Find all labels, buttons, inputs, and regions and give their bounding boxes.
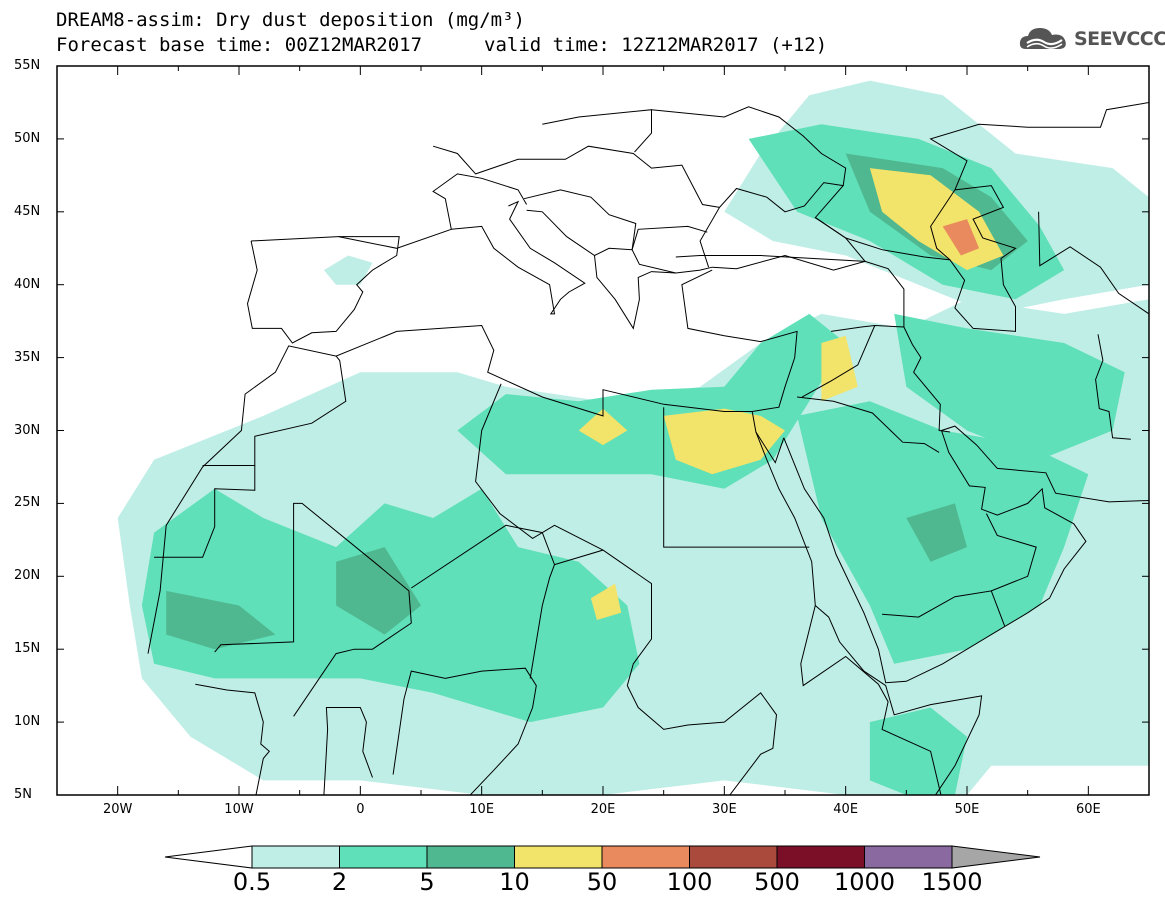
lon-label: 10E	[469, 802, 495, 817]
coast-arabia	[783, 425, 1149, 684]
axis-ticks	[56, 65, 1150, 796]
border-syria-iraq	[801, 325, 876, 398]
colorbar-label: 50	[586, 868, 618, 896]
border-turkey	[675, 255, 905, 327]
border-europe-5	[594, 225, 708, 256]
lat-label: 30N	[14, 422, 41, 438]
coast-egypt-sinai	[751, 411, 785, 464]
border-libya-egypt	[663, 407, 810, 548]
coast-italy	[451, 200, 586, 315]
colorbar-over-arrow	[951, 845, 1041, 869]
lat-label: 45N	[14, 203, 41, 219]
colorbar-box	[601, 845, 690, 869]
border-guinea	[195, 683, 270, 795]
colorbar-box	[864, 845, 953, 869]
colorbar-box	[339, 845, 428, 869]
lon-label: 30E	[711, 802, 737, 817]
coastlines	[147, 102, 1149, 795]
border-europe-2	[432, 145, 720, 208]
dust-level-3-libya	[578, 408, 628, 446]
border-ghana	[323, 707, 373, 795]
border-europe-4	[523, 189, 676, 274]
colorbar-label: 0.5	[232, 868, 272, 896]
lat-label: 50N	[14, 130, 41, 146]
border-sudan-south	[626, 685, 778, 795]
dust-level-1-horn	[869, 707, 967, 795]
colorbar-box	[514, 845, 603, 869]
lat-label: 20N	[14, 568, 41, 584]
dust-level-1-iran	[894, 313, 1125, 460]
lon-label: 20W	[102, 802, 133, 817]
border-ukraine-russia	[651, 106, 847, 186]
seevccc-logo: SEEVCCC	[1018, 24, 1165, 54]
colorbar-label: 1000	[833, 868, 896, 896]
border-sudan-chad	[554, 549, 652, 686]
colorbar	[164, 845, 1041, 869]
lat-label: 25N	[14, 495, 41, 511]
colorbar-label: 100	[666, 868, 713, 896]
border-nigeria	[392, 667, 537, 795]
lon-label: 0	[356, 802, 365, 817]
border-mali	[214, 502, 412, 717]
colorbar-label: 2	[331, 868, 348, 896]
dust-level-2-arabia	[906, 503, 967, 562]
colorbar-under-arrow	[164, 845, 253, 869]
dust-level-3-chad	[590, 583, 622, 620]
lat-label: 35N	[14, 349, 41, 365]
lon-label: 10W	[224, 802, 254, 817]
coast-west-africa	[147, 269, 798, 654]
dust-level-3-syria	[821, 335, 858, 402]
border-caucasus	[815, 217, 951, 261]
border-algeria-libya	[254, 355, 347, 466]
colorbar-box	[426, 845, 515, 869]
dust-level-0-iberia	[323, 255, 373, 285]
colorbar-box	[689, 845, 778, 869]
lon-label: 20E	[590, 802, 616, 817]
lat-label: 10N	[14, 714, 41, 730]
valid-time: valid time: 12Z12MAR2017 (+12)	[484, 34, 828, 56]
colorbar-label: 1500	[921, 868, 983, 896]
border-iran-afghan	[1095, 334, 1131, 440]
colorbar-label: 5	[419, 868, 435, 896]
colorbar-box	[251, 845, 340, 869]
logo-text: SEEVCCC	[1074, 28, 1165, 50]
border-saudi-2	[985, 513, 1037, 592]
chart-title: DREAM8-assim: Dry dust deposition (mg/m³…	[56, 9, 525, 31]
coast-iberia	[246, 236, 400, 344]
border-libya	[475, 383, 604, 551]
dust-level-2-chad	[336, 547, 421, 635]
lon-label: 60E	[1075, 802, 1101, 817]
border-europe-1	[338, 173, 528, 249]
dust-level-2-mali	[166, 590, 276, 650]
dust-level-4-caspian	[942, 219, 980, 256]
border-uzbek	[1038, 211, 1149, 315]
border-kazakh	[929, 102, 1149, 191]
lon-label: 40E	[833, 802, 859, 817]
colorbar-label: 500	[754, 868, 800, 896]
lat-label: 15N	[14, 641, 41, 657]
border-yemen-oman	[882, 590, 1006, 627]
coast-red-sea	[755, 431, 983, 795]
colorbar-label: 10	[499, 868, 530, 896]
cloud-logo-icon	[1019, 28, 1066, 49]
border-iraq-iran	[831, 324, 951, 433]
coast-caspian	[930, 185, 1017, 332]
border-east-africa	[800, 605, 942, 795]
forecast-base-time: Forecast base time: 00Z12MAR2017	[56, 34, 423, 56]
lat-label: 40N	[14, 276, 41, 292]
lat-label: 55N	[14, 58, 41, 73]
lon-label: 50E	[954, 802, 980, 817]
coast-black-sea	[699, 182, 866, 271]
border-saudi-1	[797, 396, 940, 453]
colorbar-box	[776, 845, 865, 869]
lat-label: 5N	[14, 787, 32, 802]
